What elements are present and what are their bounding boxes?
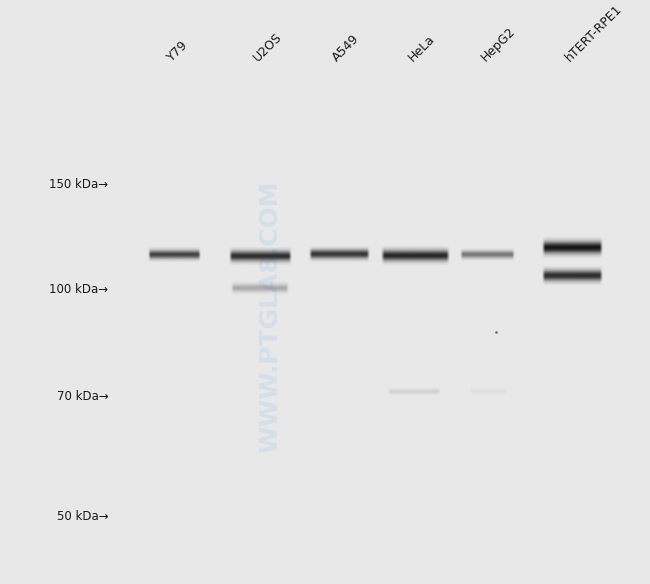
Text: 150 kDa→: 150 kDa→ <box>49 178 109 191</box>
Text: 100 kDa→: 100 kDa→ <box>49 283 109 296</box>
Text: Y79: Y79 <box>164 39 190 64</box>
Text: HepG2: HepG2 <box>478 25 518 64</box>
Text: 70 kDa→: 70 kDa→ <box>57 390 109 403</box>
Text: hTERT-RPE1: hTERT-RPE1 <box>562 2 624 64</box>
Text: WWW.PTGLA8.COM: WWW.PTGLA8.COM <box>259 180 283 453</box>
Text: U2OS: U2OS <box>251 30 285 64</box>
Text: HeLa: HeLa <box>406 33 437 64</box>
Text: A549: A549 <box>330 32 361 64</box>
Text: 50 kDa→: 50 kDa→ <box>57 510 109 523</box>
